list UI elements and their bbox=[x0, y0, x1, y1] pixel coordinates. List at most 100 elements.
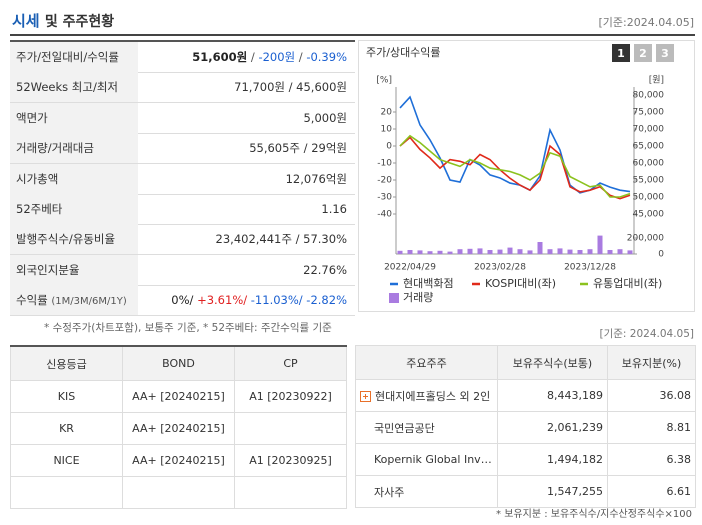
tab-button[interactable] bbox=[612, 44, 630, 62]
row-value: 5,000원 bbox=[303, 103, 347, 133]
title-main: 시세 bbox=[12, 12, 40, 30]
value-part: -2.82% bbox=[302, 293, 347, 308]
cell: A1 [20230922] bbox=[234, 380, 347, 413]
volume-bar bbox=[417, 250, 423, 254]
cell bbox=[10, 476, 123, 509]
credit-row: KIS AA+ [20240215] A1 [20230922] bbox=[10, 380, 347, 413]
cell-text: KR bbox=[59, 422, 74, 435]
header-title: 시세 및 주주현황 bbox=[12, 10, 114, 31]
cell bbox=[234, 476, 347, 509]
empty-row bbox=[10, 476, 347, 509]
tab-button[interactable] bbox=[634, 44, 652, 62]
volume-bar bbox=[607, 250, 613, 254]
shares-text: 8,443,189 bbox=[547, 389, 603, 402]
tab-button-label[interactable]: 2 bbox=[639, 47, 647, 60]
volume-bar bbox=[457, 249, 463, 254]
column-header: 보유지분(%) bbox=[607, 345, 696, 380]
legend-label: 유통업대비(좌) bbox=[593, 277, 662, 290]
y2-tick-label: 55,000 bbox=[633, 176, 665, 186]
row-label: 액면가 bbox=[10, 102, 138, 133]
shares-text: 1,494,182 bbox=[547, 453, 603, 466]
series-line bbox=[399, 95, 631, 194]
chart: 주가/상대수익률 1 2 3 [%] [원] 20 10 0 -10 -20 -30 -40 80,000… bbox=[366, 44, 674, 304]
tab-button[interactable] bbox=[656, 44, 674, 62]
volume-bar bbox=[617, 249, 623, 254]
volume-bar bbox=[577, 250, 583, 254]
market-row: 발행주식수/유동비율 23,402,441주 / 57.30% bbox=[10, 224, 355, 256]
column-header: 주요주주 bbox=[355, 345, 498, 380]
row-value: 23,402,441주 / 57.30% bbox=[216, 224, 347, 254]
stake-text: 36.08 bbox=[659, 389, 692, 402]
holders-note: * 보유지분 : 보유주식수/지수산정주식수×100 bbox=[496, 509, 692, 520]
holder-row: Kopernik Global Investors, LLC 1,494,182 6… bbox=[355, 443, 696, 476]
cell: NICE bbox=[10, 444, 123, 477]
cell: KR bbox=[10, 412, 123, 445]
volume-bar bbox=[497, 249, 503, 254]
volume-bar bbox=[467, 248, 473, 254]
date: [기준:2024.04.05] bbox=[598, 16, 694, 29]
row-label: 52주베타 bbox=[10, 194, 138, 224]
table-rule bbox=[10, 40, 355, 42]
holder-row: 현대지에프홀딩스 외 2인 8,443,189 36.08 bbox=[355, 379, 696, 412]
market-row: 52주베타 1.16 bbox=[10, 194, 355, 225]
title-rest: 및 주주현황 bbox=[44, 14, 115, 30]
cell-text: A1 [20230925] bbox=[249, 454, 332, 467]
value-part: 51,600원 bbox=[192, 50, 248, 64]
column-header: 보유주식수(보통) bbox=[497, 345, 608, 380]
y2-tick-label: 45,000 bbox=[633, 210, 665, 220]
column-header: CP bbox=[234, 345, 347, 381]
legend-label: KOSPI대비(좌) bbox=[485, 277, 556, 290]
value-part: 71,700원 / 45,600원 bbox=[234, 80, 347, 95]
row-value: 71,700원 / 45,600원 bbox=[234, 72, 347, 102]
value-part: 55,605주 / 29억원 bbox=[249, 141, 347, 156]
value-part: 23,402,441주 / 57.30% bbox=[215, 232, 347, 247]
row-value: 55,605주 / 29억원 bbox=[249, 133, 347, 163]
y-tick-label: 10 bbox=[381, 125, 393, 135]
label-text: 52주베타 bbox=[16, 202, 63, 216]
row-value: 22.76% bbox=[303, 255, 347, 285]
y2-tick-label: 70,000 bbox=[633, 125, 665, 135]
tab-button-label[interactable]: 3 bbox=[661, 47, 669, 60]
cell: A1 [20230925] bbox=[234, 444, 347, 477]
row-label: 수익률 (1M/3M/6M/1Y) bbox=[10, 285, 138, 316]
volume-bar bbox=[397, 250, 403, 254]
holders-date: [기준: 2024.04.05] bbox=[599, 328, 694, 340]
y-tick-label: -30 bbox=[377, 193, 392, 203]
holder-shares: 1,547,255 bbox=[497, 475, 608, 508]
volume-bar bbox=[597, 235, 603, 254]
value-part: -200원 bbox=[258, 50, 296, 64]
cell: KIS bbox=[10, 380, 123, 413]
credit-table: 신용등급 BOND CP KIS AA+ [20240215] A1 [20230922]… bbox=[10, 345, 347, 509]
cell-text: AA+ [20240215] bbox=[132, 390, 225, 403]
cell-text: AA+ [20240215] bbox=[132, 422, 225, 435]
name-text: 현대지에프홀딩스 외 2인 bbox=[375, 389, 491, 403]
stake-text: 6.38 bbox=[666, 453, 692, 466]
y2-tick-label: 80,000 bbox=[633, 91, 665, 101]
row-label: 발행주식수/유동비율 bbox=[10, 224, 138, 255]
volume-bar bbox=[487, 250, 493, 254]
x-tick-label: 2023/12/28 bbox=[564, 263, 616, 273]
row-label: 거래량/거래대금 bbox=[10, 133, 138, 164]
holder-shares: 1,494,182 bbox=[497, 443, 608, 476]
label-sub: (1M/3M/6M/1Y) bbox=[51, 296, 127, 308]
y3-tick-label: 200,000 bbox=[627, 234, 664, 244]
holder-row: 국민연금공단 2,061,239 8.81 bbox=[355, 411, 696, 444]
tab-button-label[interactable]: 1 bbox=[617, 47, 625, 60]
holder-stake: 6.38 bbox=[607, 443, 696, 476]
header-rule bbox=[10, 34, 695, 36]
value-part: 0%/ bbox=[171, 293, 194, 308]
volume-bar bbox=[507, 247, 513, 254]
volume-bar bbox=[517, 249, 523, 254]
column-header: 신용등급 bbox=[10, 345, 123, 381]
label-text: 52Weeks 최고/최저 bbox=[16, 80, 118, 95]
y2-tick-label: 60,000 bbox=[633, 159, 665, 169]
value-part: -0.39% bbox=[306, 50, 347, 64]
market-row: 주가/전일대비/수익률 51,600원 / -200원 / -0.39% bbox=[10, 42, 355, 73]
volume-bar bbox=[407, 250, 413, 254]
volume-bar bbox=[567, 249, 573, 254]
label-text: 발행주식수/유동비율 bbox=[16, 232, 116, 247]
cell: AA+ [20240215] bbox=[122, 380, 235, 413]
expand-icon[interactable] bbox=[360, 391, 371, 402]
cell-text: AA+ [20240215] bbox=[132, 454, 225, 467]
